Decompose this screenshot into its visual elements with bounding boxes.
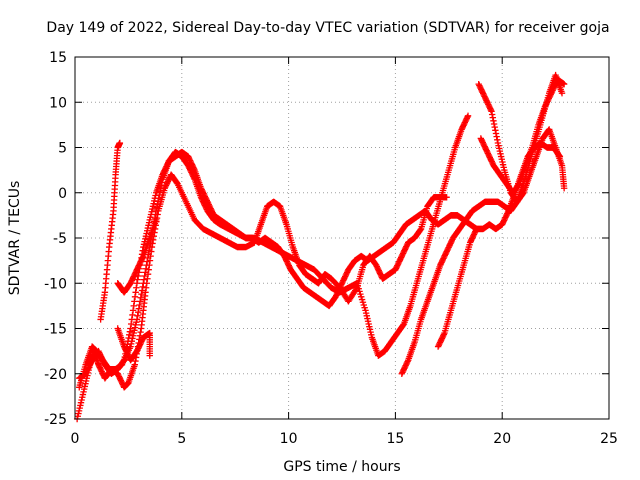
y-tick-label: 0 [58,186,67,202]
data-point-marker [116,139,124,147]
series-track-10 [114,325,153,364]
chart-title: Day 149 of 2022, Sidereal Day-to-day VTE… [46,20,609,36]
y-tick-label: -15 [44,322,67,338]
data-point-marker [464,112,472,120]
x-tick-label: 5 [177,431,186,447]
data-point-marker [558,90,566,97]
data-point-marker [560,80,568,88]
x-tick-label: 10 [280,431,298,447]
y-tick-label: -25 [44,412,67,428]
axis-ticks: 0 5 10 15 20 25 -25 -20 -15 -10 -5 0 5 10 15 [44,50,618,447]
data-points [73,71,568,423]
x-axis-label: GPS time / hours [283,459,400,475]
data-point-marker [473,225,480,233]
x-tick-label: 0 [71,431,80,447]
y-tick-label: 10 [49,95,67,111]
series-track-7 [434,225,480,350]
y-axis-label: SDTVAR / TECUs [7,181,23,296]
y-tick-label: -5 [53,231,67,247]
series-track-9 [114,216,160,296]
y-tick-label: -20 [44,367,67,383]
x-tick-label: 15 [386,431,404,447]
data-point-marker [152,216,160,224]
data-point-marker [146,352,153,359]
y-tick-label: 5 [58,141,67,157]
y-tick-label: 15 [49,50,67,66]
x-tick-label: 25 [600,431,618,447]
x-tick-label: 20 [493,431,511,447]
y-tick-label: -10 [44,276,67,292]
series-track-6 [477,76,568,196]
series-track-8 [97,139,124,323]
data-point-marker [560,185,568,192]
series-track-5 [475,80,568,205]
data-point-marker [443,194,450,201]
